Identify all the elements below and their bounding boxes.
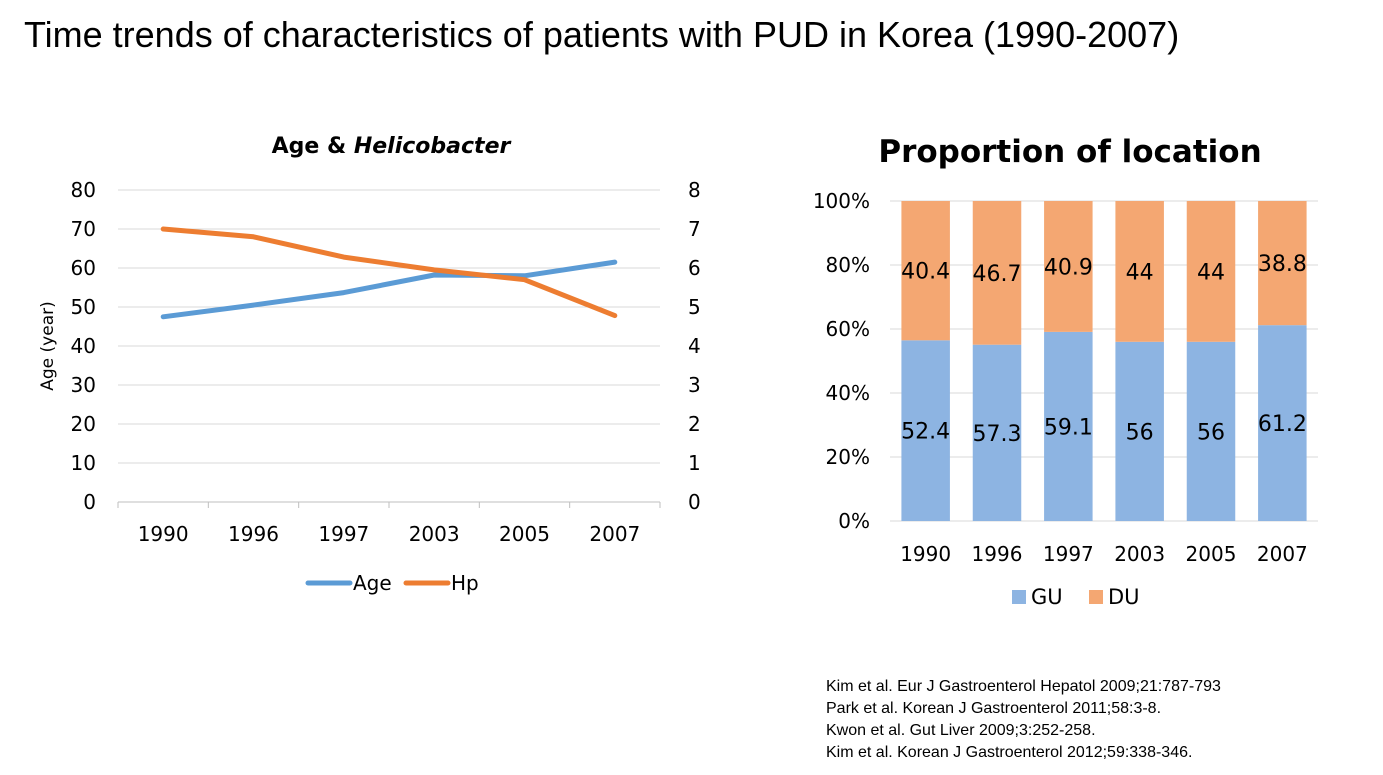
bar-segment-gu bbox=[901, 340, 950, 521]
age-helicobacter-chart: Age & Helicobacter 0 0 10 10 20 20 30 30 40 40 50 50… bbox=[38, 134, 700, 595]
data-label-du: 46.7 bbox=[973, 262, 1022, 287]
bar-segment-gu bbox=[1044, 331, 1093, 521]
bar-segment-du bbox=[1115, 201, 1164, 342]
y-tick-label: 60 bbox=[71, 256, 96, 280]
chart-title-italic: Helicobacter bbox=[354, 134, 512, 159]
series-line-hp bbox=[160, 226, 618, 319]
x-tick-label: 1996 bbox=[972, 542, 1023, 566]
bar-segment-du bbox=[901, 201, 950, 341]
reference-item: Kim et al. Eur J Gastroenterol Hepatol 2… bbox=[826, 678, 1221, 695]
data-label-gu: 56 bbox=[1126, 420, 1154, 445]
y-tick-label: 80 bbox=[71, 178, 96, 202]
data-label-gu: 61.2 bbox=[1258, 412, 1307, 437]
reference-item: Kwon et al. Gut Liver 2009;3:252-258. bbox=[826, 722, 1096, 739]
bar-segment-gu bbox=[1115, 341, 1164, 521]
legend-label-du: DU bbox=[1108, 585, 1140, 609]
y2-tick-label: 10 bbox=[688, 451, 700, 475]
series-line-age bbox=[160, 259, 618, 320]
chart-title: Proportion of location bbox=[878, 134, 1261, 170]
legend-swatch-du bbox=[1089, 590, 1103, 604]
slide-title: Time trends of characteristics of patien… bbox=[24, 14, 1180, 55]
data-label-du: 40.4 bbox=[901, 260, 950, 285]
legend-label-age: Age bbox=[353, 571, 392, 595]
x-tick-label: 1997 bbox=[318, 522, 369, 546]
y-tick-label: 80% bbox=[826, 253, 870, 277]
y2-tick-label: 20 bbox=[688, 412, 700, 436]
reference-item: Park et al. Korean J Gastroenterol 2011;… bbox=[826, 700, 1162, 717]
y2-tick-label: 70 bbox=[688, 217, 700, 241]
legend-label-gu: GU bbox=[1031, 585, 1063, 609]
chart-title: Age & Helicobacter bbox=[272, 134, 512, 159]
chart-title-text: Age & bbox=[272, 134, 354, 159]
y-tick-label: 60% bbox=[826, 317, 870, 341]
y-axis-label: Age (year) bbox=[38, 301, 58, 390]
y2-tick-label: 60 bbox=[688, 256, 700, 280]
x-tick-label: 2003 bbox=[1114, 542, 1165, 566]
y2-tick-label: 0 bbox=[688, 490, 700, 514]
x-tick-label: 2007 bbox=[589, 522, 640, 546]
x-tick-label: 2007 bbox=[1257, 542, 1308, 566]
references: Kim et al. Eur J Gastroenterol Hepatol 2… bbox=[826, 676, 1221, 764]
data-label-gu: 59.1 bbox=[1044, 415, 1093, 440]
y2-tick-label: 80 bbox=[688, 178, 700, 202]
x-tick-label: 1997 bbox=[1043, 542, 1094, 566]
y-tick-label: 40% bbox=[826, 381, 870, 405]
legend-swatch-gu bbox=[1012, 590, 1026, 604]
bar-segment-gu bbox=[1186, 341, 1236, 521]
data-label-du: 40.9 bbox=[1044, 255, 1093, 280]
y2-tick-label: 40 bbox=[688, 334, 700, 358]
data-label-gu: 57.3 bbox=[973, 422, 1022, 447]
y2-tick-label: 30 bbox=[688, 373, 700, 397]
x-tick-label: 1990 bbox=[138, 522, 189, 546]
data-label-gu: 52.4 bbox=[901, 420, 950, 445]
y2-tick-label: 50 bbox=[688, 295, 700, 319]
x-tick-label: 1996 bbox=[228, 522, 279, 546]
y-tick-label: 40 bbox=[71, 334, 96, 358]
x-tick-label: 2003 bbox=[409, 522, 460, 546]
data-label-du: 38.8 bbox=[1258, 252, 1307, 277]
data-label-du: 44 bbox=[1197, 260, 1225, 285]
x-tick-label: 1990 bbox=[900, 542, 951, 566]
bar-segment-du bbox=[972, 201, 1022, 345]
bar-segment-gu bbox=[972, 344, 1022, 521]
y-tick-label: 70 bbox=[71, 217, 96, 241]
y-tick-label: 10 bbox=[71, 451, 96, 475]
y-tick-label: 20 bbox=[71, 412, 96, 436]
y-tick-label: 30 bbox=[71, 373, 96, 397]
y-tick-label: 20% bbox=[826, 445, 870, 469]
bar-segment-du bbox=[1258, 201, 1307, 326]
data-label-du: 44 bbox=[1126, 260, 1154, 285]
y-tick-label: 0 bbox=[83, 490, 96, 514]
y-tick-label: 0% bbox=[838, 509, 870, 533]
location-proportion-chart: Proportion of location 0% 20% 40% 60% 80% 100%… bbox=[813, 134, 1318, 609]
legend-label-hp: Hp bbox=[451, 571, 479, 595]
bar-segment-gu bbox=[1258, 325, 1307, 521]
bar-segment-du bbox=[1186, 201, 1236, 342]
reference-item: Kim et al. Korean J Gastroenterol 2012;5… bbox=[826, 744, 1193, 761]
bar-segment-du bbox=[1044, 201, 1093, 332]
data-label-gu: 56 bbox=[1197, 420, 1225, 445]
y-tick-label: 100% bbox=[813, 189, 870, 213]
y-tick-label: 50 bbox=[71, 295, 96, 319]
x-tick-label: 2005 bbox=[499, 522, 550, 546]
x-tick-label: 2005 bbox=[1186, 542, 1237, 566]
